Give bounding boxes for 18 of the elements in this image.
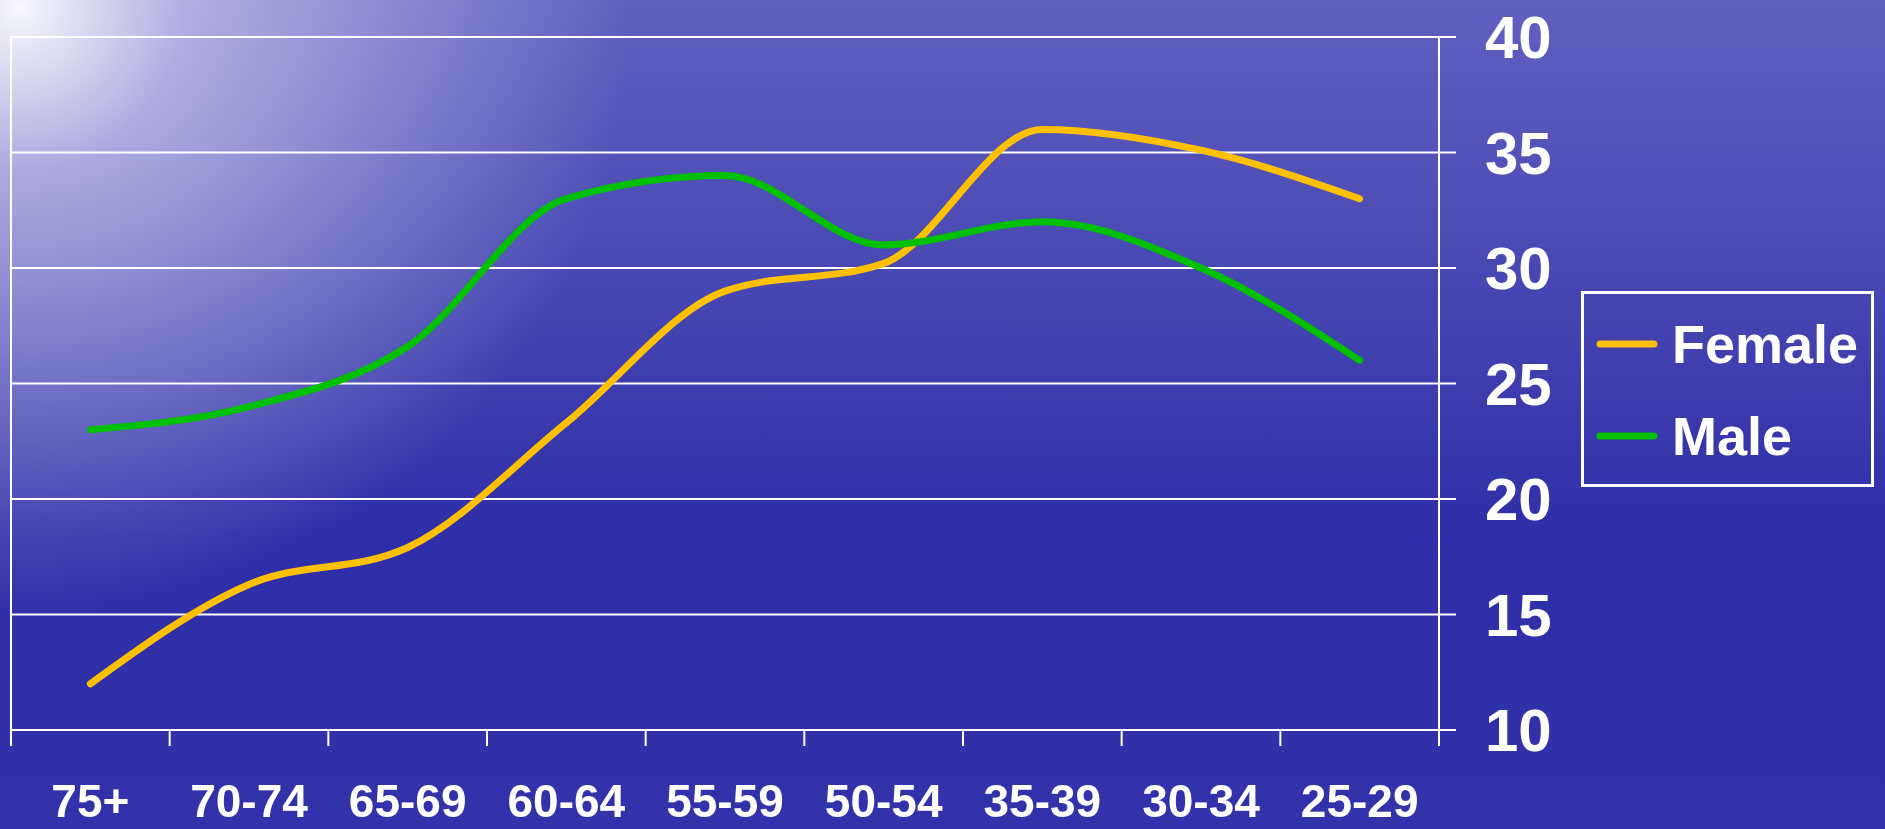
legend-label: Female: [1672, 313, 1859, 376]
x-tick-label: 50-54: [824, 775, 943, 827]
legend-label: Male: [1672, 405, 1793, 468]
x-tick-label: 30-34: [1142, 775, 1261, 827]
y-tick-label: 25: [1485, 350, 1552, 418]
y-tick-label: 30: [1485, 235, 1552, 303]
x-tick-label: 60-64: [507, 775, 626, 827]
x-tick-label: 25-29: [1300, 775, 1419, 827]
y-tick-label: 35: [1485, 119, 1552, 187]
y-tick-label: 15: [1485, 581, 1552, 649]
x-tick-label: 70-74: [190, 775, 309, 827]
x-tick-label: 65-69: [348, 775, 467, 827]
x-tick-label: 75+: [51, 775, 130, 827]
y-tick-label: 40: [1485, 4, 1552, 72]
x-tick-label: 35-39: [983, 775, 1102, 827]
y-tick-label: 10: [1485, 697, 1552, 765]
x-tick-label: 55-59: [666, 775, 784, 827]
y-tick-label: 20: [1485, 466, 1552, 534]
